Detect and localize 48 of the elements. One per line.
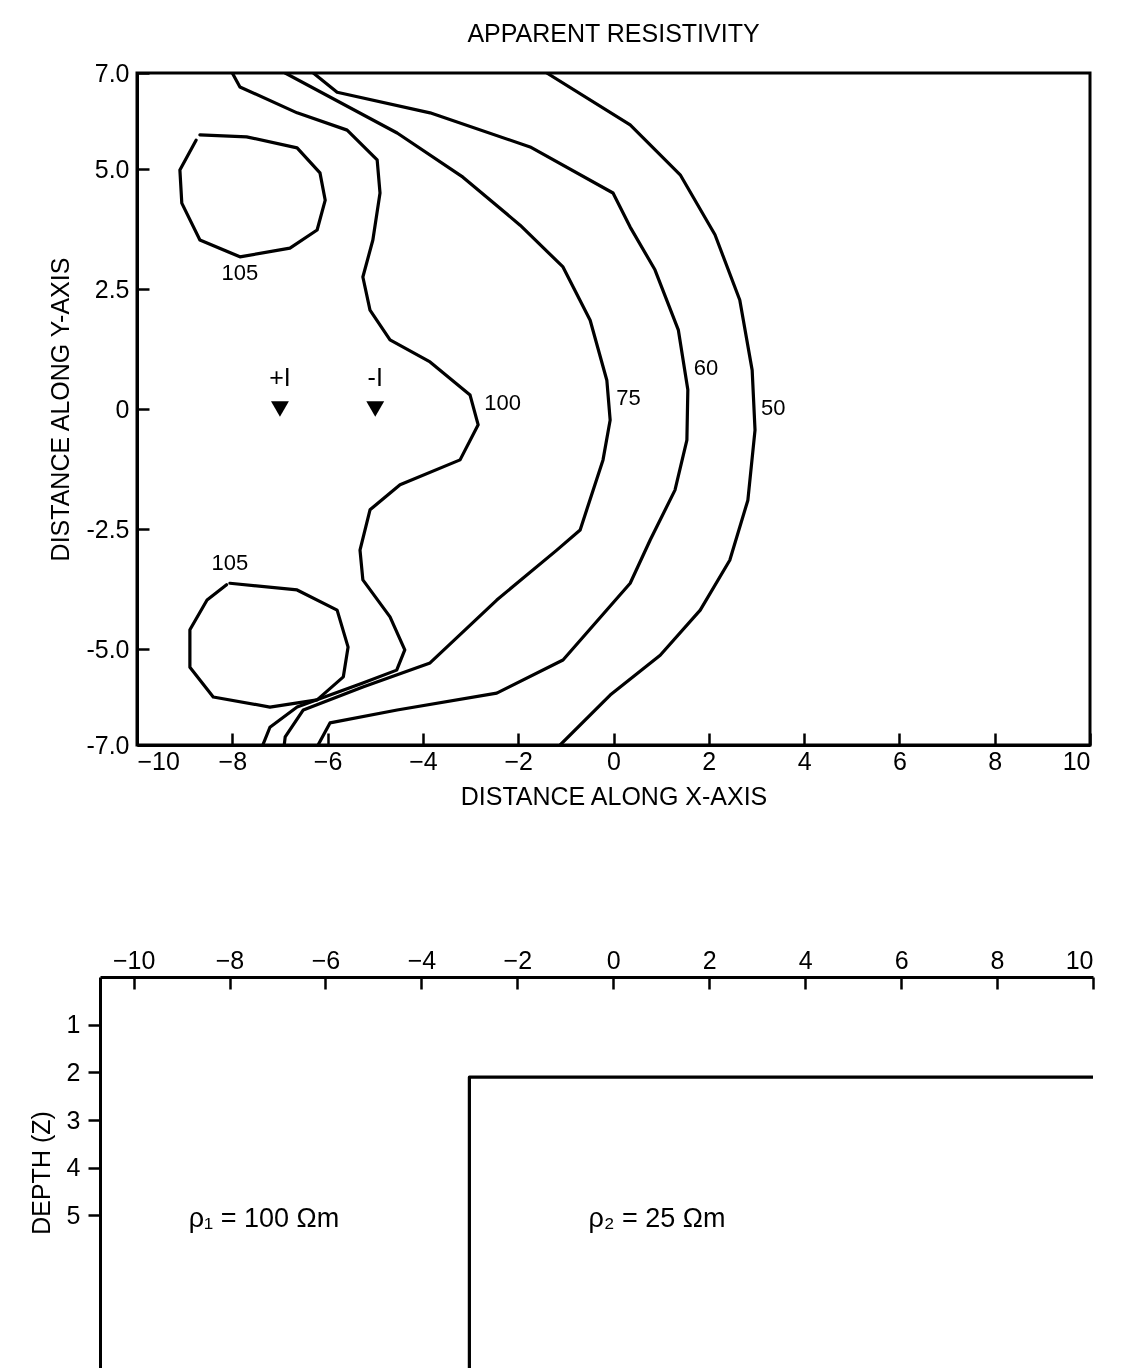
x-tick-label: 0 [606,945,621,974]
series-label: 60 [693,354,719,380]
x-tick-label: −10 [137,746,180,775]
x-tick-label: 8 [990,945,1005,974]
x-tick-label: −2 [504,746,533,775]
x-tick-label: 2 [702,746,717,775]
y-tick-label: -2.5 [86,514,130,543]
x-tick-label: −6 [313,746,343,775]
y-tick-label: 5.0 [94,154,130,183]
y-tick-label: 2 [66,1057,81,1086]
series-label: 50 [761,395,786,421]
series-label: +I [269,363,291,391]
text: 105 [211,550,249,576]
x-tick-label: −4 [407,945,437,974]
series-label: -I [367,363,383,391]
series-label: 75 [616,385,641,411]
annotation: ρ₂ = 25 Ωm [588,1203,726,1233]
y-tick-label: -5.0 [86,634,130,663]
series-label: 100 [484,389,521,415]
annotation: ρ₁ = 100 Ωm [188,1203,340,1233]
x-tick-label: 4 [798,945,813,974]
y-tick-label: 2.5 [94,274,130,303]
y-axis-title: DISTANCE ALONG Y-AXIS [46,257,75,562]
y-axis-title: DEPTH (Z) [26,1111,55,1235]
series-label: 105 [221,259,259,285]
x-tick-label: −6 [311,945,341,974]
x-tick-label: 8 [988,746,1003,775]
y-tick-label: 7.0 [94,58,130,87]
x-tick-label: 10 [1065,945,1094,974]
x-tick-label: 0 [607,746,621,775]
y-tick-label: 0 [115,394,130,423]
x-tick-label: −8 [218,746,248,775]
chart-title: APPARENT RESISTIVITY [467,19,760,47]
x-tick-label: 6 [894,945,909,974]
x-tick-label: −10 [112,945,156,974]
y-tick-label: 5 [66,1200,81,1229]
x-tick-label: 2 [702,945,717,974]
x-tick-label: 6 [892,746,907,775]
x-tick-label: 10 [1062,746,1091,775]
x-tick-label: −8 [215,945,245,974]
x-tick-label: 4 [797,746,812,775]
y-tick-label: 3 [66,1105,81,1134]
y-tick-label: -7.0 [86,730,130,759]
y-tick-label: 4 [66,1153,81,1182]
x-tick-label: −4 [409,746,438,775]
x-axis-title: DISTANCE ALONG X-AXIS [460,781,768,810]
x-tick-label: −2 [503,945,533,974]
y-tick-label: 1 [66,1010,81,1039]
